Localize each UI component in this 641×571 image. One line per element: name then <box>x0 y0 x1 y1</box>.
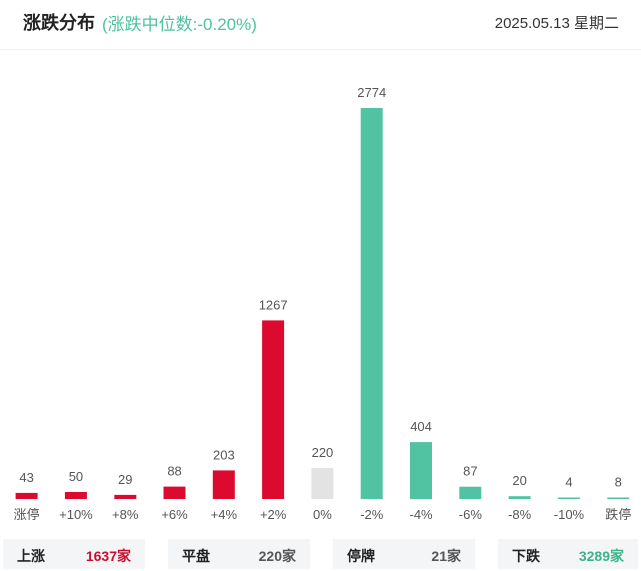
bar-value-label: 20 <box>512 473 526 488</box>
x-tick-label: 涨停 <box>14 507 40 522</box>
distribution-bar-chart: 43 涨停 50 +10% 29 +8% 88 +6% 203 +4% 1267 +2% 220 0% 27… <box>14 85 632 522</box>
stat-flat-value: 220家 <box>258 548 296 564</box>
bar <box>212 470 235 499</box>
x-tick-label: -4% <box>409 507 433 522</box>
stat-suspended: 停牌 21家 <box>333 539 475 569</box>
bar-value-label: 2774 <box>357 85 386 100</box>
header: 涨跌分布 (涨跌中位数:-0.20%) 2025.05.13 星期二 <box>0 0 641 44</box>
x-tick-label: 跌停 <box>605 507 631 522</box>
bar <box>163 486 186 499</box>
stat-down: 下跌 3289家 <box>498 539 638 569</box>
x-tick-label: +8% <box>112 507 139 522</box>
bar <box>311 468 334 499</box>
stat-suspended-label: 停牌 <box>347 548 375 564</box>
x-tick-label: -6% <box>459 507 483 522</box>
summary-stats: 上涨 1637家 平盘 220家 停牌 21家 下跌 3289家 <box>0 539 641 569</box>
x-tick-label: +6% <box>161 507 188 522</box>
x-tick-label: +10% <box>59 507 93 522</box>
bar-value-label: 203 <box>213 447 235 462</box>
median-change-subtitle: (涨跌中位数:-0.20%) <box>102 15 257 34</box>
bar-value-label: 87 <box>463 464 477 479</box>
x-tick-label: -2% <box>360 507 384 522</box>
date-label: 2025.05.13 星期二 <box>494 15 619 32</box>
stat-down-value: 3289家 <box>578 548 624 564</box>
x-tick-label: 0% <box>313 507 332 522</box>
bar <box>360 108 383 499</box>
stat-up-label: 上涨 <box>17 548 45 564</box>
x-tick-label: +4% <box>211 507 238 522</box>
bar-value-label: 43 <box>19 470 33 485</box>
stat-flat-label: 平盘 <box>182 548 210 564</box>
bar <box>459 486 482 499</box>
bar <box>114 494 137 499</box>
bar <box>64 492 87 499</box>
bar-value-label: 8 <box>615 475 622 490</box>
bar <box>262 320 285 499</box>
bar <box>607 497 630 499</box>
bar <box>508 496 531 499</box>
stat-flat: 平盘 220家 <box>168 539 310 569</box>
x-tick-label: -8% <box>508 507 532 522</box>
x-tick-label: -10% <box>554 507 585 522</box>
bar-value-label: 29 <box>118 472 132 487</box>
stat-suspended-value: 21家 <box>431 548 461 564</box>
bar-value-label: 1267 <box>259 297 288 312</box>
chart-title: 涨跌分布 <box>23 13 95 33</box>
stat-up: 上涨 1637家 <box>3 539 145 569</box>
bar <box>15 492 38 499</box>
bar-value-label: 404 <box>410 419 432 434</box>
header-divider <box>0 49 641 50</box>
bar-value-label: 220 <box>312 445 334 460</box>
x-tick-label: +2% <box>260 507 287 522</box>
stat-down-label: 下跌 <box>512 548 540 564</box>
bar <box>557 497 580 499</box>
stat-up-value: 1637家 <box>85 548 131 564</box>
bar-value-label: 88 <box>167 464 181 479</box>
bar <box>410 442 432 499</box>
bar-value-label: 4 <box>565 475 572 490</box>
bar-value-label: 50 <box>69 469 83 484</box>
